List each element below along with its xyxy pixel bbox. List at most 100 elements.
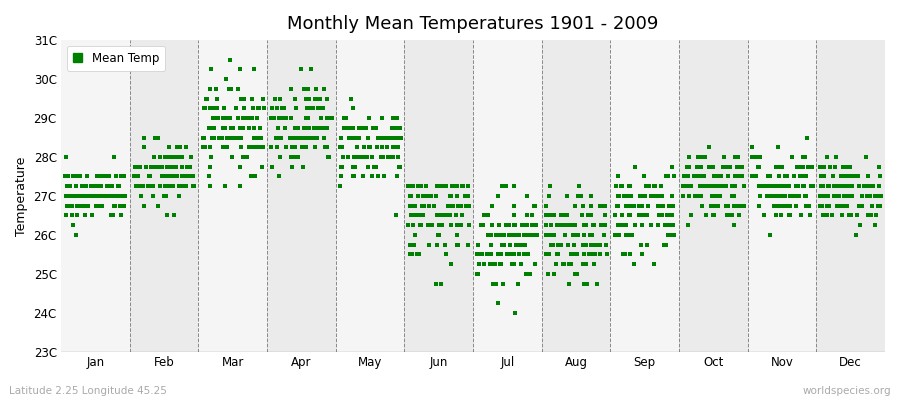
Point [197,105,211,112]
Point [382,154,397,160]
Point [794,212,808,219]
Point [113,193,128,199]
Point [449,242,464,248]
Point [317,86,331,92]
Point [647,261,662,267]
Point [204,66,219,72]
Point [205,105,220,112]
Point [471,271,485,277]
Point [756,183,770,190]
Point [288,95,302,102]
Point [66,222,80,228]
Point [117,202,131,209]
Point [450,222,464,228]
Point [486,261,500,267]
Point [777,193,791,199]
Point [827,164,842,170]
Point [633,212,647,219]
Point [244,173,258,180]
Point [772,193,787,199]
Point [402,193,417,199]
Point [423,193,437,199]
Point [374,154,388,160]
Point [319,124,333,131]
Point [557,261,572,267]
Point [196,144,211,150]
Point [450,183,464,190]
Point [141,183,156,190]
Point [543,183,557,190]
Point [218,183,232,190]
Point [211,115,225,121]
Point [801,164,815,170]
Point [117,173,131,180]
Point [506,232,520,238]
Point [615,222,629,228]
Point [197,105,211,112]
Point [760,193,774,199]
Point [661,212,675,219]
Point [166,183,180,190]
Point [798,193,813,199]
Point [712,193,726,199]
Point [316,105,330,112]
Point [610,202,625,209]
Point [129,173,143,180]
Point [294,144,309,150]
Point [81,202,95,209]
Point [577,232,591,238]
Point [614,183,628,190]
Point [507,261,521,267]
Point [184,173,198,180]
Point [195,134,210,141]
Point [248,66,262,72]
Point [842,183,857,190]
Point [273,95,287,102]
Point [841,173,855,180]
Point [486,280,500,287]
Point [608,212,623,219]
Point [576,280,590,287]
Point [732,202,746,209]
Point [833,183,848,190]
Point [312,124,327,131]
Point [503,232,517,238]
Point [450,193,464,199]
Point [370,144,384,150]
Point [861,173,876,180]
Point [422,202,436,209]
Point [431,232,446,238]
Point [662,222,677,228]
Point [724,183,739,190]
Point [798,173,813,180]
Point [133,164,148,170]
Point [386,144,400,150]
Point [543,232,557,238]
Point [708,202,723,209]
Point [576,202,590,209]
Point [169,173,184,180]
Point [752,154,767,160]
Point [412,183,427,190]
Point [627,202,642,209]
Point [616,212,630,219]
Point [780,173,795,180]
Point [241,115,256,121]
Point [568,222,582,228]
Point [588,242,602,248]
Point [436,212,450,219]
Point [597,202,611,209]
Point [298,124,312,131]
Point [233,164,248,170]
Point [70,193,85,199]
Point [131,164,146,170]
Point [691,154,706,160]
Point [105,212,120,219]
Point [219,115,233,121]
Point [312,95,327,102]
Point [705,193,719,199]
Point [166,212,181,219]
Point [111,193,125,199]
Point [284,86,298,92]
Point [822,183,836,190]
